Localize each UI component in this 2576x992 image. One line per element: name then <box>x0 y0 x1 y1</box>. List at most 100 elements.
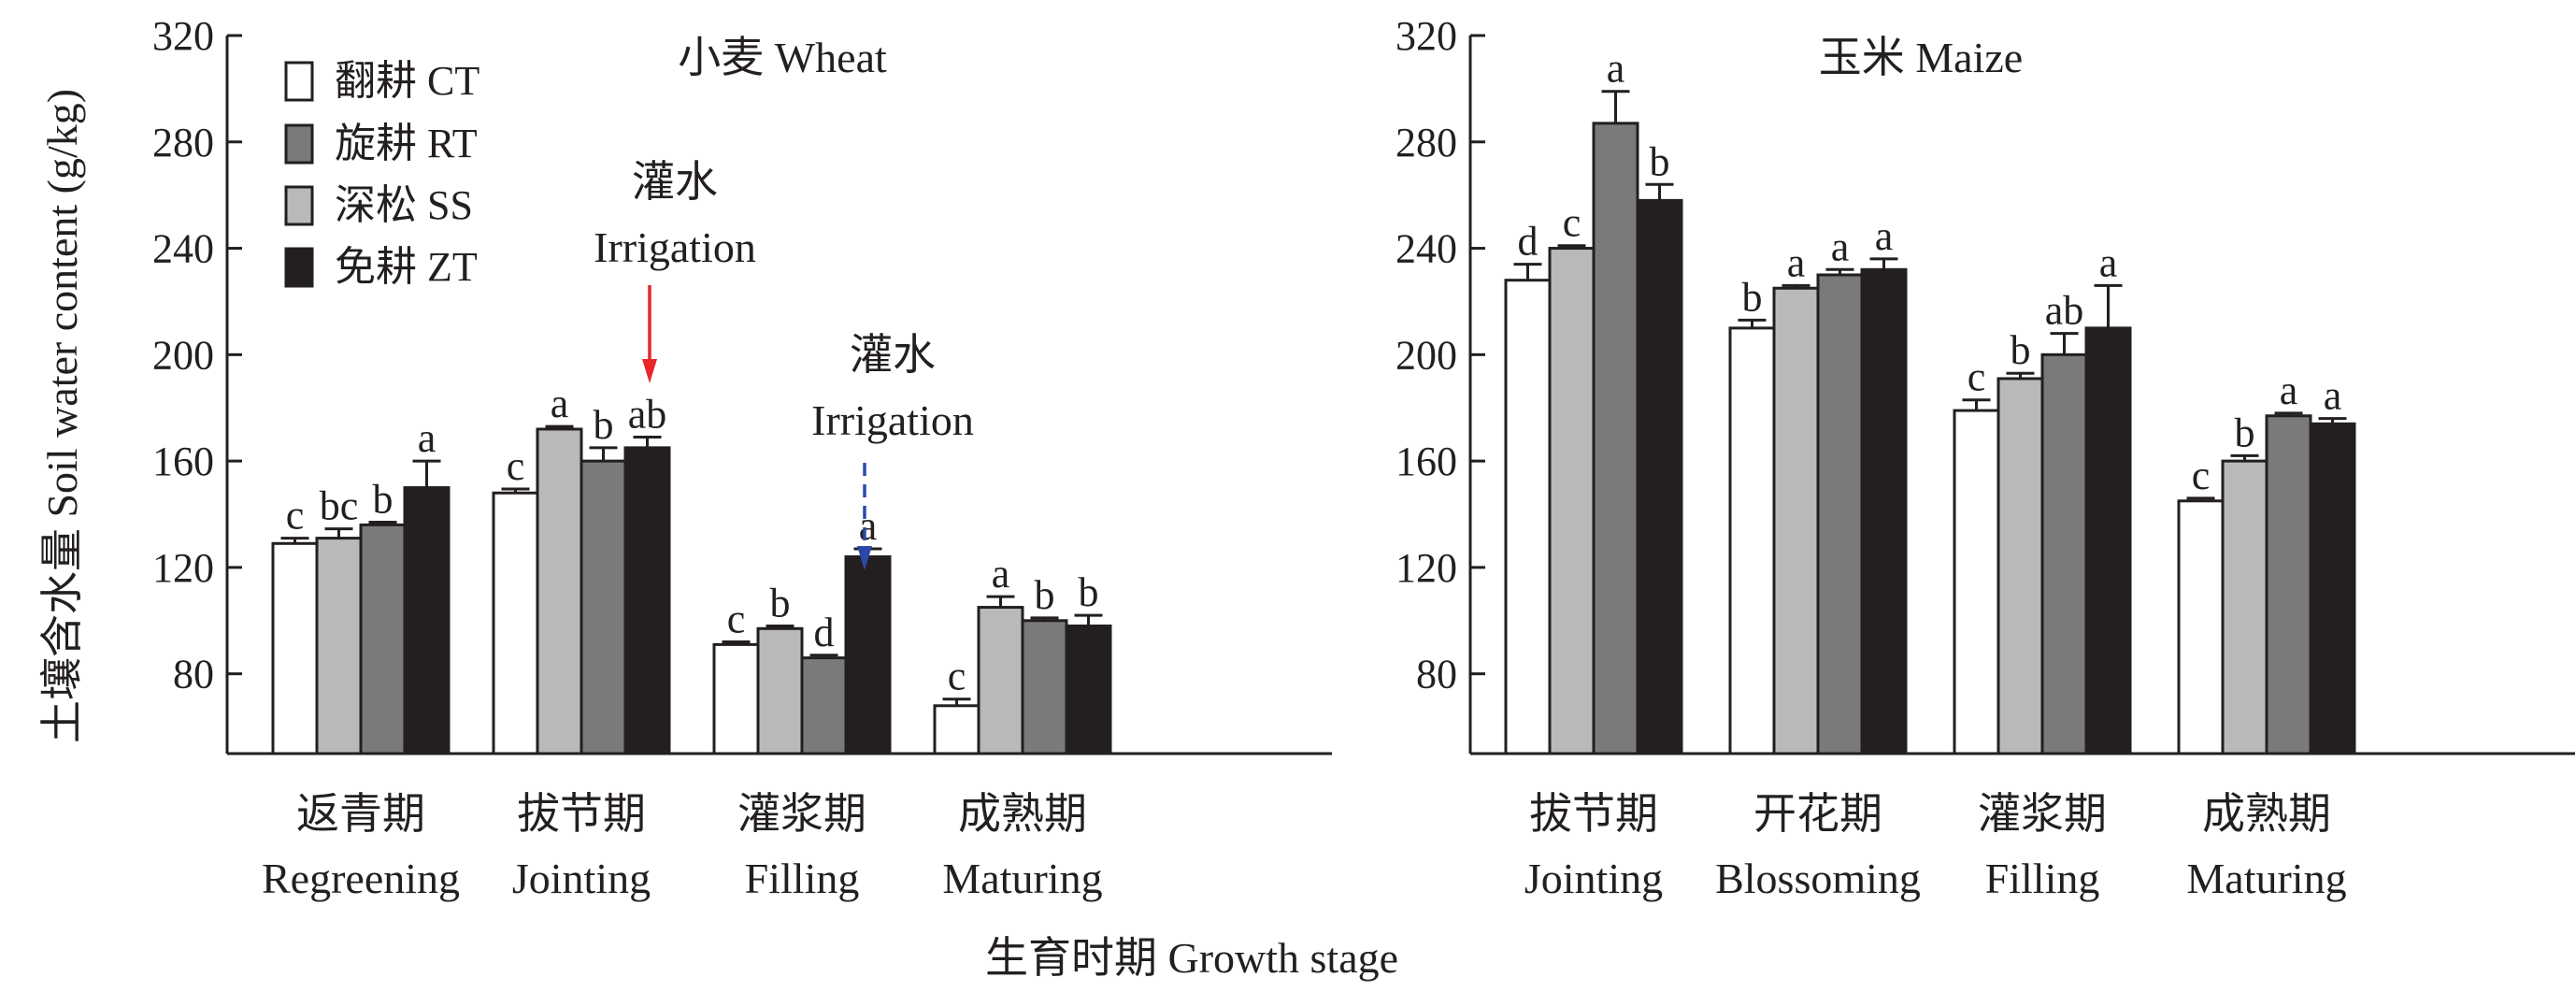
significance-letter: c <box>286 493 305 539</box>
significance-letter: a <box>859 503 878 549</box>
category-label-cn: 成熟期 <box>2202 790 2331 838</box>
legend-item-ct: 翻耕 CT <box>284 58 479 104</box>
bar <box>359 523 407 755</box>
significance-letter: a <box>1607 46 1625 92</box>
bar <box>271 541 319 755</box>
bar <box>1860 267 1908 755</box>
category-label-cn: 开花期 <box>1753 790 1882 838</box>
bar <box>1996 377 2044 755</box>
y-tick-label: 240 <box>1395 226 1457 272</box>
bar <box>1636 198 1683 755</box>
panel-title: 玉米 Maize <box>1819 34 2023 81</box>
category-label-cn: 拔节期 <box>1529 790 1658 838</box>
bar <box>1548 247 1596 755</box>
y-tick-label: 280 <box>152 120 214 165</box>
significance-letter: a <box>1831 223 1850 269</box>
bar <box>712 642 760 755</box>
category-label-en: Jointing <box>512 855 651 902</box>
significance-letter: a <box>2280 367 2298 413</box>
significance-letter: ab <box>628 392 667 438</box>
significance-letter: b <box>2235 410 2255 455</box>
irrigation-1-arrow-head <box>642 359 657 383</box>
panel-title: 小麦 Wheat <box>678 34 887 81</box>
bar <box>1953 409 2000 755</box>
bar <box>623 446 671 755</box>
significance-letter: a <box>1875 213 1894 259</box>
bar <box>2177 499 2225 755</box>
significance-letter: a <box>2099 239 2118 285</box>
y-tick-label: 120 <box>152 545 214 591</box>
significance-letter: b <box>594 402 614 448</box>
significance-letter: a <box>551 381 569 426</box>
significance-letter: c <box>507 443 525 489</box>
bar <box>536 427 583 755</box>
category-label-en: Filling <box>745 855 860 902</box>
legend-item-ss: 深松 SS <box>284 182 473 228</box>
irrigation-1-cn: 灌水 <box>632 158 718 206</box>
bar <box>2084 326 2132 755</box>
significance-letter: b <box>2011 327 2031 373</box>
legend-label-rt: 旋耕 RT <box>335 121 478 166</box>
legend-swatch-ss <box>284 185 314 226</box>
category-label-cn: 灌浆期 <box>737 790 866 838</box>
bar <box>2265 414 2312 755</box>
y-axis-label: 土壤含水量 Soil water content (g/kg) <box>38 89 86 743</box>
legend-swatch-ct <box>284 61 314 102</box>
significance-letter: d <box>1518 219 1538 265</box>
bar <box>800 656 848 755</box>
significance-letter: b <box>373 477 394 523</box>
significance-letter: c <box>1968 354 1986 400</box>
bar <box>756 626 804 755</box>
significance-letter: c <box>1563 200 1581 246</box>
significance-letter: a <box>1787 239 1806 285</box>
y-tick-label: 80 <box>173 652 214 697</box>
significance-letter: d <box>814 610 835 655</box>
bar <box>1592 122 1639 755</box>
significance-letter: a <box>2324 373 2342 419</box>
irrigation-annotation-1: 灌水 Irrigation <box>594 158 756 383</box>
bar <box>933 704 980 755</box>
significance-letter: c <box>948 654 966 699</box>
significance-letter: c <box>2192 453 2211 498</box>
irrigation-2-cn: 灌水 <box>850 331 936 379</box>
legend-label-ss: 深松 SS <box>335 182 473 228</box>
y-tick-label: 240 <box>152 226 214 272</box>
legend-label-ct: 翻耕 CT <box>335 58 479 104</box>
y-tick-label: 200 <box>1395 332 1457 378</box>
category-label-en: Maturing <box>2186 855 2346 902</box>
bar <box>492 491 539 755</box>
significance-letter: b <box>1650 138 1670 184</box>
category-label-en: Blossoming <box>1715 855 1921 902</box>
y-tick-label: 80 <box>1416 652 1457 697</box>
y-tick-label: 160 <box>152 438 214 484</box>
significance-letter: bc <box>320 483 359 529</box>
category-label-en: Jointing <box>1524 855 1663 902</box>
significance-letter: b <box>1035 572 1055 618</box>
category-label-en: Regreening <box>262 855 460 902</box>
y-tick-label: 160 <box>1395 438 1457 484</box>
bar <box>2221 459 2268 755</box>
bar <box>844 555 892 755</box>
y-tick-label: 120 <box>1395 545 1457 591</box>
significance-letter: a <box>992 551 1010 597</box>
bar <box>1504 279 1552 755</box>
irrigation-2-en: Irrigation <box>811 396 974 444</box>
y-tick-label: 200 <box>152 332 214 378</box>
legend: 翻耕 CT 旋耕 RT 深松 SS 免耕 ZT <box>284 58 479 290</box>
legend-label-zt: 免耕 ZT <box>335 244 478 290</box>
irrigation-annotation-2: 灌水 Irrigation <box>811 331 974 570</box>
bar <box>1772 286 1820 755</box>
bar <box>1816 273 1864 755</box>
bar <box>1728 326 1776 755</box>
y-tick-label: 320 <box>152 13 214 59</box>
category-label-en: Maturing <box>942 855 1102 902</box>
bar <box>2040 352 2088 755</box>
significance-letter: ab <box>2045 288 2084 334</box>
bar <box>2309 422 2356 755</box>
y-tick-label: 320 <box>1395 13 1457 59</box>
bar <box>977 606 1024 755</box>
significance-letter: a <box>418 415 436 461</box>
